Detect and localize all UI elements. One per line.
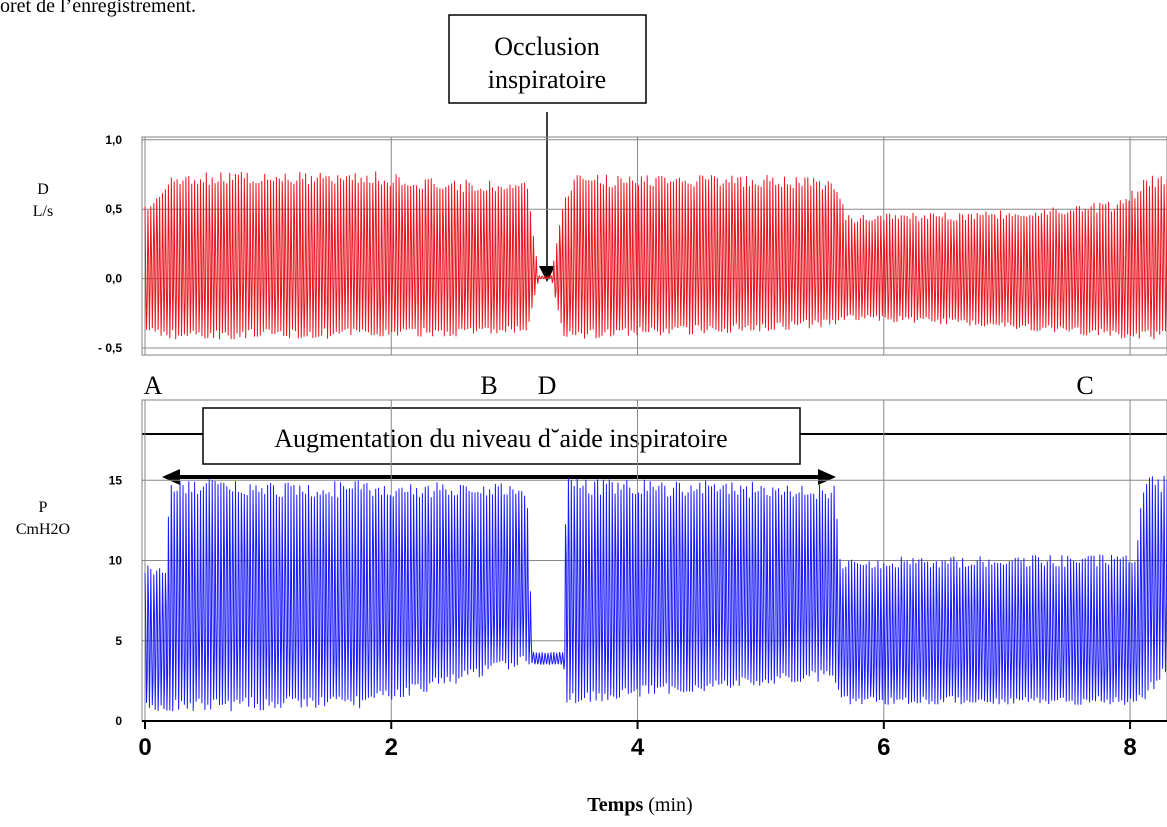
- y-tick-label: 10: [109, 554, 123, 568]
- x-axis-title: Temps (min): [587, 794, 692, 816]
- x-axis-title-bold: Temps: [587, 794, 643, 816]
- y-tick-label: 0: [115, 714, 122, 728]
- augmentation-arrow-right-head: [818, 469, 836, 485]
- x-tick-label: 2: [385, 734, 398, 761]
- pressure-y-tick-labels: 15 10 5 0: [109, 473, 123, 728]
- occlusion-label-line2: inspiratoire: [488, 65, 606, 94]
- pressure-chart: 15 10 5 0 0 2 4 6 8 P CmH2O: [16, 399, 1167, 761]
- augmentation-box: [202, 407, 801, 465]
- point-label-a: A: [144, 371, 163, 400]
- augmentation-arrow-left-head: [162, 469, 180, 485]
- pressure-ylabel-line2: CmH2O: [16, 521, 70, 538]
- x-tick-label: 6: [877, 734, 890, 761]
- y-tick-label: 0,5: [105, 202, 122, 216]
- x-axis-title-unit: (min): [643, 794, 692, 816]
- y-tick-label: 15: [109, 473, 123, 487]
- point-label-d: D: [538, 371, 557, 400]
- point-label-c: C: [1076, 371, 1093, 400]
- flow-trace: [144, 171, 1167, 340]
- occlusion-callout-box: [448, 14, 647, 104]
- augmentation-label: Augmentation du niveau d˘aide inspiratoi…: [274, 424, 727, 453]
- occlusion-label-line1: Occlusion: [494, 32, 599, 61]
- flow-chart: 1,0 0,5 0,0 - 0,5 D L/s: [33, 133, 1167, 356]
- flow-y-tick-labels: 1,0 0,5 0,0 - 0,5: [98, 133, 122, 355]
- y-tick-label: - 0,5: [98, 341, 122, 355]
- pressure-x-tick-labels: 0 2 4 6 8: [138, 721, 1137, 761]
- y-tick-label: 1,0: [105, 133, 122, 147]
- pressure-trace: [144, 475, 1167, 712]
- flow-ylabel-line2: L/s: [33, 203, 53, 220]
- y-tick-label: 0,0: [105, 272, 122, 286]
- occlusion-arrow-head: [539, 266, 555, 282]
- pressure-ylabel-line1: P: [39, 499, 48, 516]
- x-tick-label: 4: [631, 734, 645, 761]
- y-tick-label: 5: [115, 634, 122, 648]
- flow-plot-frame: [141, 136, 1167, 356]
- flow-ylabel-line1: D: [37, 181, 49, 198]
- x-tick-label: 8: [1123, 734, 1136, 761]
- point-label-b: B: [480, 371, 497, 400]
- x-tick-label: 0: [138, 734, 151, 761]
- header-fragment: oret de l’enregistrement.: [0, 0, 196, 17]
